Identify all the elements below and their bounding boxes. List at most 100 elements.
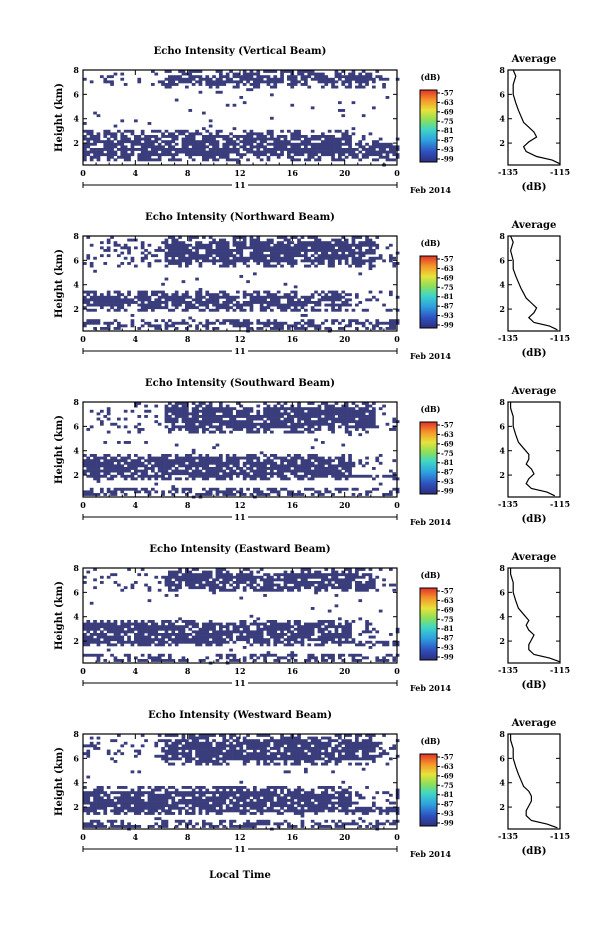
echo-cell: [106, 627, 111, 631]
echo-cell: [236, 578, 240, 582]
echo-cell: [219, 415, 223, 418]
echo-cell: [287, 153, 291, 157]
echo-cell: [358, 158, 363, 162]
echo-cell: [225, 633, 230, 636]
echo-cell: [113, 298, 118, 302]
echo-cell: [83, 627, 87, 631]
echo-cell: [239, 321, 244, 325]
echo-cell: [372, 578, 376, 582]
echo-cell: [327, 303, 332, 307]
echo-cell: [174, 303, 179, 307]
echo-cell: [348, 85, 352, 89]
echo-cell: [331, 80, 335, 84]
echo-cell: [327, 142, 332, 146]
colorbar-tick-label: -75: [441, 449, 454, 458]
colorbar-tick-label: -63: [441, 430, 454, 439]
echo-cell: [273, 643, 278, 647]
echo-cell: [372, 425, 376, 429]
echo-cell: [86, 469, 91, 473]
echo-cell: [365, 251, 369, 255]
echo-cell: [317, 570, 322, 574]
echo-cell: [256, 640, 261, 644]
echo-cell: [334, 625, 339, 629]
echo-cell: [96, 155, 101, 159]
echo-cell: [348, 150, 352, 154]
echo-cell: [106, 254, 111, 258]
echo-cell: [239, 241, 244, 245]
echo-cell: [144, 150, 148, 154]
echo-cell: [300, 464, 305, 468]
echo-cell: [202, 575, 206, 579]
echo-cell: [314, 586, 318, 590]
echo-cell: [314, 472, 318, 476]
echo-cell: [368, 77, 373, 81]
echo-cell: [229, 575, 233, 579]
echo-cell: [93, 630, 97, 634]
echo-cell: [185, 625, 189, 629]
echo-cell: [83, 324, 87, 328]
echo-cell: [365, 625, 369, 629]
echo-cell: [338, 581, 342, 584]
echo-cell: [171, 238, 176, 242]
echo-cell: [154, 622, 159, 626]
echo-cell: [140, 246, 145, 250]
echo-cell: [375, 243, 380, 247]
echo-cell: [117, 243, 121, 247]
echo-cell: [259, 132, 264, 136]
echo-cell: [215, 145, 220, 149]
echo-cell: [120, 77, 125, 81]
echo-cell: [293, 430, 298, 434]
echo-cell: [219, 77, 223, 81]
echo-cell: [256, 148, 261, 151]
echo-cell: [117, 254, 121, 258]
echo-cell: [96, 153, 101, 157]
echo-cell: [134, 464, 138, 468]
echo-cell: [361, 308, 366, 312]
echo-cell: [256, 75, 261, 79]
echo-cell: [361, 155, 366, 159]
echo-cell: [168, 142, 172, 146]
echo-cell: [130, 583, 135, 587]
echo-cell: [188, 238, 193, 242]
colorbar-tick-label: -69: [441, 273, 454, 282]
echo-cell: [195, 638, 199, 642]
echo-cell: [358, 259, 363, 263]
echo-cell: [256, 246, 261, 250]
echo-cell: [198, 298, 203, 302]
echo-cell: [290, 142, 295, 146]
echo-cell: [365, 456, 369, 460]
echo-cell: [256, 456, 261, 460]
echo-cell: [151, 625, 155, 629]
echo-cell: [123, 477, 128, 481]
echo-cell: [202, 415, 206, 418]
echo-cell: [219, 430, 223, 434]
echo-cell: [361, 254, 366, 258]
echo-cell: [191, 586, 196, 590]
echo-cell: [103, 249, 108, 252]
echo-cell: [392, 327, 397, 330]
echo-cell: [171, 570, 176, 574]
echo-cell: [321, 150, 325, 154]
average-y-tick-label: 6: [499, 421, 505, 431]
echo-cell: [205, 77, 210, 81]
echo-cell: [382, 321, 386, 325]
echo-cell: [321, 295, 325, 299]
echo-cell: [372, 142, 376, 146]
echo-cell: [321, 640, 325, 644]
echo-cell: [344, 469, 349, 473]
echo-cell: [140, 129, 145, 133]
echo-cell: [157, 80, 162, 84]
echo-cell: [256, 85, 261, 89]
echo-cell: [334, 581, 339, 584]
echo-cell: [266, 633, 271, 636]
echo-cell: [256, 493, 261, 496]
echo-cell: [239, 578, 244, 582]
echo-cell: [195, 298, 199, 302]
echo-cell: [168, 236, 172, 239]
echo-cell: [232, 140, 237, 144]
echo-cell: [103, 327, 108, 330]
echo-cell: [181, 280, 186, 284]
echo-cell: [134, 238, 138, 242]
echo-cell: [348, 135, 352, 138]
average-x-label: (dB): [522, 182, 547, 193]
